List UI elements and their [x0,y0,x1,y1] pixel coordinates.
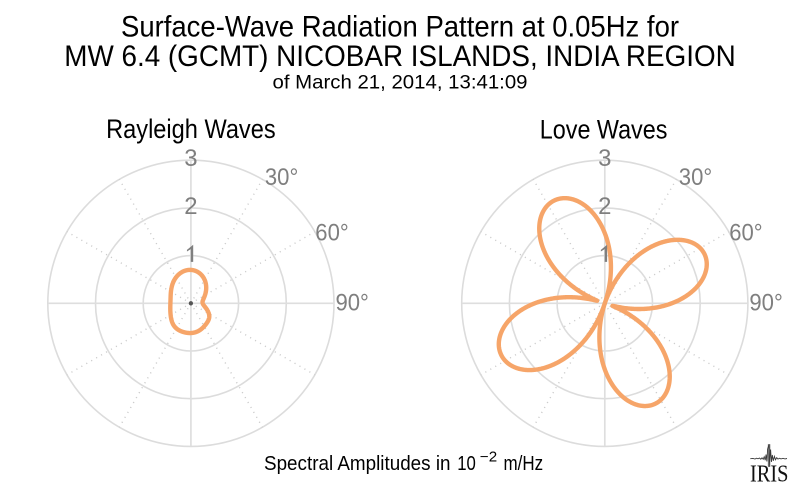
svg-text:IRIS: IRIS [750,462,789,488]
svg-text:90°: 90° [336,290,369,317]
svg-text:60°: 60° [729,219,762,246]
svg-text:90°: 90° [749,290,782,317]
svg-text:−2: −2 [480,449,497,465]
svg-text:Rayleigh Waves: Rayleigh Waves [106,113,276,144]
svg-text:3: 3 [184,145,197,172]
svg-text:of March 21, 2014, 13:41:09: of March 21, 2014, 13:41:09 [273,72,528,93]
svg-text:10: 10 [457,452,476,475]
svg-text:3: 3 [598,145,611,172]
svg-text:Surface-Wave Radiation Pattern: Surface-Wave Radiation Pattern at 0.05Hz… [121,10,679,43]
svg-text:Spectral Amplitudes in: Spectral Amplitudes in [264,453,451,475]
svg-text:2: 2 [598,193,611,220]
svg-text:MW 6.4 (GCMT) NICOBAR ISLANDS,: MW 6.4 (GCMT) NICOBAR ISLANDS, INDIA REG… [64,40,736,73]
svg-text:30°: 30° [679,164,712,191]
svg-text:2: 2 [184,193,197,220]
svg-text:60°: 60° [315,219,348,246]
svg-text:m/Hz: m/Hz [504,453,544,475]
svg-text:30°: 30° [265,164,298,191]
svg-text:Love Waves: Love Waves [540,113,668,144]
